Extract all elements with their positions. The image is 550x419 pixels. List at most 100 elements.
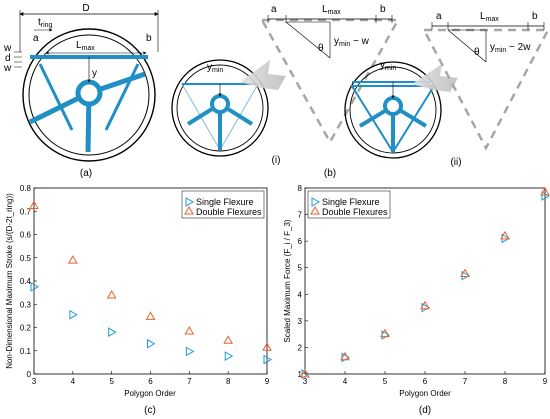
chart-d-point-double (540, 186, 550, 196)
chart-d-point-double (500, 230, 510, 240)
panel-b-i-wheel: ymin (i) (171, 59, 286, 166)
chart-c-xlabel: Polygon Order (124, 389, 176, 398)
panel-b-ii-sketch: a b Lmax θ ymin − 2w (421, 11, 550, 151)
chart-c-point-double (145, 311, 156, 320)
caption-b: (b) (324, 168, 336, 179)
chart-d-force: 1 2 3 4 5 6 7 8 3 4 5 6 7 8 9 Polygon Order Scaled Ma… (283, 184, 550, 416)
caption-ii: (ii) (450, 157, 461, 168)
chart-c-point-single (69, 309, 78, 320)
label-lmax-left: Lmax (76, 40, 95, 52)
label-ymin-ii: ymin (380, 60, 396, 72)
chart-c-point-double (67, 255, 78, 264)
chart-d-plot-area (304, 187, 546, 375)
chart-d-point-single (541, 191, 550, 201)
chart-d-point-double (340, 351, 350, 361)
chart-d-point-double (420, 300, 430, 310)
label-b-ii: b (532, 11, 538, 22)
chart-c-xtick-label: 5 (109, 377, 114, 386)
chart-d-xtick-label: 3 (303, 377, 308, 386)
chart-d-point-double (380, 328, 390, 338)
label-ymin-i: ymin (207, 62, 223, 74)
chart-c-point-single (263, 354, 273, 365)
chart-d-ytick-label: 7 (298, 211, 303, 220)
chart-c-x-ticks: 3 4 5 6 7 8 9 (32, 371, 270, 386)
chart-c-point-single (30, 281, 40, 292)
chart-d-xtick-label: 4 (343, 377, 348, 386)
label-a-i: a (271, 4, 277, 15)
chart-c-legend-double-marker (184, 205, 194, 215)
chart-d-ytick-label: 5 (298, 264, 303, 273)
chart-d-xtick-label: 9 (543, 377, 548, 386)
chart-d-point-double (300, 368, 310, 378)
label-d: d (5, 53, 11, 64)
chart-c-ytick-label: 0.8 (20, 184, 32, 193)
chart-c-xtick-label: 9 (265, 377, 270, 386)
chart-c-stroke: 0 0.1 0.2 0.3 0.4 0.5 0.6 0.7 0.8 3 4 5 6 7 8 9 Polygo… (5, 184, 273, 416)
label-lmax-i: Lmax (322, 4, 341, 16)
label-a-ii: a (436, 11, 442, 22)
label-t-ring: tring (38, 17, 53, 29)
chart-d-ylabel: Scaled Maximum Force (F_i / F_3) (283, 219, 292, 342)
chart-d-xtick-label: 5 (383, 377, 388, 386)
chart-c-point-single (147, 338, 156, 349)
chart-c-xtick-label: 3 (32, 377, 37, 386)
chart-d-legend-double-marker (310, 205, 320, 215)
label-a-left: a (33, 33, 39, 44)
panel-a-diagram: D tring a b Lmax w d w y (a) (3, 3, 159, 179)
chart-c-legend: Single Flexure Double Flexures (181, 190, 265, 219)
chart-c-xtick-label: 4 (71, 377, 76, 386)
chart-d-ytick-label: 8 (298, 184, 303, 193)
chart-d-xtick-label: 6 (423, 377, 428, 386)
chart-c-ytick-label: 0.3 (20, 300, 32, 309)
label-D: D (82, 3, 89, 14)
label-expr-i: ymin − w (334, 36, 370, 48)
label-w-bottom: w (3, 63, 12, 74)
label-expr-ii: ymin − 2w (490, 42, 531, 54)
chart-d-ytick-label: 3 (298, 317, 303, 326)
label-b-left: b (146, 33, 152, 44)
panel-b-i-sketch: a b Lmax θ ymin − w (b) (259, 4, 401, 179)
chart-c-ytick-label: 0.5 (20, 254, 32, 263)
chart-c-marks (29, 200, 273, 365)
label-theta-i: θ (318, 43, 324, 54)
chart-d-xtick-label: 7 (463, 377, 468, 386)
chart-d-legend-single: Single Flexure (322, 197, 380, 207)
chart-c-point-single (185, 346, 195, 357)
chart-c-ytick-label: 0.6 (20, 231, 32, 240)
chart-c-legend-single-marker (185, 197, 195, 207)
label-lmax-ii: Lmax (480, 11, 499, 23)
caption-c: (c) (144, 405, 156, 416)
label-theta-ii: θ (474, 47, 480, 58)
chart-d-marks (300, 186, 550, 379)
chart-d-ytick-label: 2 (298, 343, 303, 352)
chart-c-point-double (29, 200, 39, 209)
chart-c-point-double (262, 342, 272, 351)
chart-c-legend-single: Single Flexure (196, 197, 254, 207)
chart-c-xtick-label: 7 (187, 377, 192, 386)
chart-d-ytick-label: 4 (298, 290, 303, 299)
chart-d-point-double (460, 268, 470, 278)
chart-c-point-single (108, 327, 117, 338)
chart-d-xlabel: Polygon Order (399, 389, 451, 398)
chart-d-ytick-label: 1 (298, 370, 303, 379)
chart-d-legend: Single Flexure Double Flexures (307, 190, 391, 219)
chart-c-ytick-label: 0.2 (20, 324, 32, 333)
chart-c-y-ticks: 0 0.1 0.2 0.3 0.4 0.5 0.6 0.7 0.8 (20, 184, 37, 379)
panel-b-ii-wheel: ymin (ii) (344, 60, 462, 168)
chart-c-ytick-label: 0.4 (20, 277, 32, 286)
chart-c-xtick-label: 8 (226, 377, 231, 386)
chart-d-point-single (301, 369, 311, 379)
caption-d: (d) (419, 405, 431, 416)
chart-d-legend-single-marker (311, 197, 321, 207)
caption-i: (i) (272, 155, 281, 166)
chart-c-point-single (224, 351, 234, 361)
chart-d-legend-double: Double Flexures (322, 207, 388, 217)
caption-a: (a) (80, 168, 92, 179)
label-b-i: b (380, 4, 386, 15)
chart-c-ytick-label: 0 (27, 370, 32, 379)
label-w-top: w (3, 43, 12, 54)
chart-c-point-double (184, 325, 195, 335)
chart-c-ytick-label: 0.1 (20, 347, 32, 356)
chart-c-ylabel: Non-Dimensional Maximum Stroke (s/(D-2t_… (5, 193, 14, 369)
